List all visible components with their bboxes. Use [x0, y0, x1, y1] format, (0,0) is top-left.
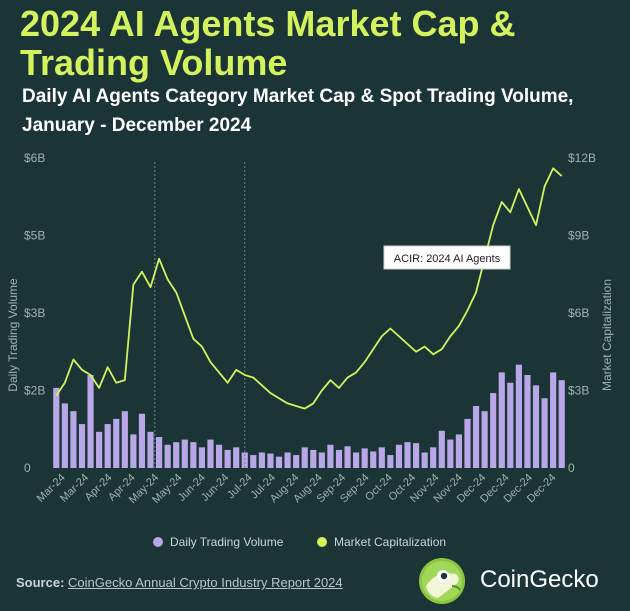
volume-bar [130, 434, 137, 468]
left-tick-label: 0 [24, 461, 31, 475]
source-label: Source: [16, 575, 65, 590]
source-note: Source: CoinGecko Annual Crypto Industry… [16, 575, 343, 590]
volume-bar [541, 398, 548, 468]
volume-bar [395, 444, 403, 468]
brand-name: CoinGecko [480, 566, 599, 593]
volume-bar [455, 434, 462, 468]
annotation-callout: ACIR: 2024 AI Agents [383, 245, 511, 270]
volume-bar [310, 449, 317, 468]
volume-bar [96, 431, 103, 468]
right-tick-label: $3B [568, 384, 589, 398]
left-axis-ticks: 0 $2B $3B $5B $6B [24, 151, 45, 475]
gecko-icon [419, 558, 465, 604]
volume-bar [207, 439, 214, 468]
volume-bar [78, 424, 86, 468]
volume-bar [70, 411, 77, 468]
volume-bar [53, 387, 60, 468]
volume-bar [353, 452, 360, 468]
volume-bar [327, 444, 334, 468]
volume-bar [318, 452, 325, 468]
vertical-marker-lines [154, 162, 246, 468]
volume-bar [293, 455, 300, 468]
volume-bar [490, 393, 497, 468]
volume-bar [138, 413, 146, 468]
volume-bar [104, 424, 111, 468]
legend-volume-swatch [153, 537, 163, 547]
legend-marketcap-label: Market Capitalization [334, 535, 446, 549]
volume-bar [532, 385, 540, 468]
volume-bar [61, 403, 68, 468]
volume-bar [335, 449, 343, 468]
left-axis-label: Daily Trading Volume [6, 278, 20, 392]
chart-area: 0 $2B $3B $5B $6B 0 $3B $6B $9B $12B Daily Tradi… [6, 151, 614, 549]
volume-bar [164, 444, 171, 468]
volume-bar [241, 452, 248, 468]
volume-bar [301, 447, 308, 468]
volume-bar [447, 439, 454, 468]
coingecko-logo: CoinGecko [416, 556, 616, 606]
volume-bar [507, 382, 514, 468]
volume-bars [53, 364, 565, 468]
legend: Daily Trading Volume Market Capitalizati… [153, 535, 446, 549]
volume-bar [558, 380, 565, 468]
volume-bar [515, 364, 522, 468]
volume-bar [421, 452, 428, 468]
right-tick-label: $12B [568, 151, 596, 165]
volume-bar [438, 430, 445, 468]
legend-marketcap-swatch [317, 537, 327, 547]
left-tick-label: $5B [24, 229, 45, 243]
volume-bar [284, 452, 291, 468]
volume-bar [344, 446, 351, 468]
volume-bar [198, 447, 205, 468]
left-tick-label: $2B [24, 384, 45, 398]
volume-bar [498, 372, 505, 468]
volume-bar [258, 452, 265, 468]
left-tick-label: $3B [24, 306, 45, 320]
left-tick-label: $6B [24, 151, 45, 165]
x-axis-ticks: Mar-24Mar-24Apr-24Apr-24May-24May-24Jun-… [35, 472, 559, 506]
volume-bar [413, 443, 420, 468]
volume-bar [267, 453, 274, 468]
volume-bar [156, 437, 163, 468]
volume-bar [275, 456, 283, 468]
volume-bar [190, 442, 197, 468]
volume-bar [113, 418, 120, 468]
volume-bar [481, 411, 488, 468]
volume-bar [173, 442, 180, 468]
volume-bar [387, 455, 394, 468]
volume-bar [87, 375, 94, 468]
volume-bar [224, 449, 231, 468]
volume-bar [430, 447, 437, 468]
volume-bar [378, 447, 385, 468]
volume-bar [121, 411, 128, 468]
chart-title: 2024 AI Agents Market Cap & Trading Volu… [20, 3, 516, 83]
volume-bar [250, 455, 257, 468]
volume-bar [215, 444, 223, 468]
legend-volume-label: Daily Trading Volume [170, 535, 284, 549]
volume-bar [464, 418, 471, 468]
annotation-text: ACIR: 2024 AI Agents [394, 253, 501, 265]
volume-bar [233, 447, 240, 468]
volume-bar [472, 406, 480, 468]
volume-bar [550, 372, 557, 468]
volume-bar [181, 439, 188, 468]
right-tick-label: $9B [568, 229, 589, 243]
source-link[interactable]: CoinGecko Annual Crypto Industry Report … [68, 575, 343, 590]
volume-bar [370, 451, 377, 468]
volume-bar [147, 431, 154, 468]
volume-bar [404, 442, 411, 468]
market-cap-line [55, 167, 563, 410]
right-axis-label: Market Capitalization [600, 279, 614, 391]
x-tick-label: Jul-24 [225, 472, 255, 502]
right-axis-ticks: 0 $3B $6B $9B $12B [568, 151, 596, 475]
right-tick-label: 0 [568, 461, 575, 475]
chart-subtitle: Daily AI Agents Category Market Cap & Sp… [22, 86, 574, 136]
volume-bar [361, 448, 368, 468]
volume-bar [524, 375, 531, 468]
right-tick-label: $6B [568, 306, 589, 320]
